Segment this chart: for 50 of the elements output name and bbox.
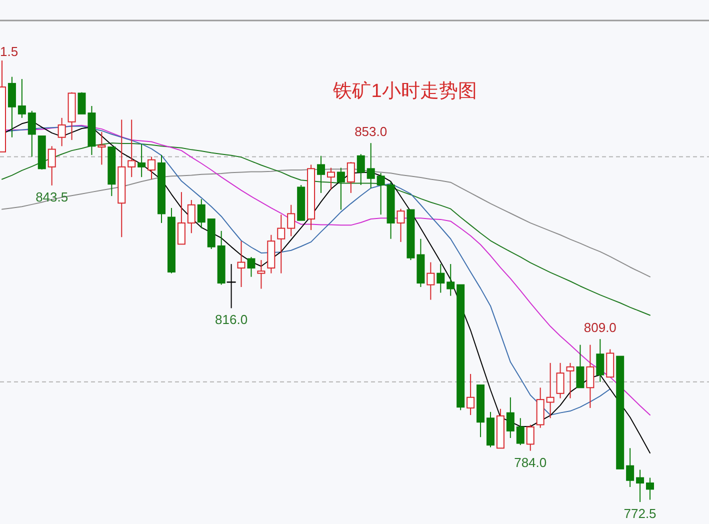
candlestick	[356, 154, 365, 186]
candlestick	[287, 204, 296, 237]
candlestick	[526, 424, 534, 452]
candlestick	[247, 256, 256, 278]
candlestick	[237, 240, 246, 288]
candlestick	[257, 260, 266, 290]
annotation: 853.0	[354, 124, 388, 140]
candlestick	[636, 469, 644, 502]
candlestick	[128, 119, 136, 178]
candlestick	[28, 110, 36, 158]
annotation: 784.0	[514, 454, 547, 470]
text: 1.5	[0, 44, 18, 59]
candlestick	[346, 162, 355, 194]
candlestick	[546, 362, 554, 419]
candlestick	[148, 156, 156, 180]
candlestick	[516, 418, 524, 446]
candlestick	[58, 117, 66, 147]
candlestick	[396, 208, 405, 242]
candlestick	[277, 214, 286, 274]
candlestick	[576, 344, 584, 388]
candlestick	[606, 348, 614, 378]
candlestick	[8, 76, 16, 138]
candlestick	[566, 362, 574, 399]
candlestick	[556, 362, 564, 399]
candlestick	[506, 396, 514, 438]
candlestick	[187, 200, 196, 234]
candlestick	[326, 167, 335, 190]
candlestick	[48, 146, 56, 186]
candlestick	[376, 172, 385, 216]
candlestick	[646, 477, 654, 500]
annotation: 809.0	[584, 320, 616, 336]
candlestick	[197, 198, 206, 229]
annotation: 843.5	[36, 189, 68, 204]
candlestick	[98, 132, 106, 166]
annotation: 772.5	[624, 506, 656, 521]
candlestick	[446, 264, 455, 296]
candlestick	[466, 373, 475, 416]
candlestick	[336, 167, 345, 210]
candlestick	[138, 143, 146, 178]
candlestick	[366, 142, 375, 189]
annotation: 816.0	[215, 312, 248, 328]
candlestick	[426, 262, 435, 300]
candlestick	[626, 448, 634, 488]
candlestick	[436, 264, 445, 294]
candlestick	[177, 192, 186, 245]
candlestick	[596, 338, 604, 382]
candlestick	[317, 155, 326, 194]
text: 铁矿1小时走势图	[332, 80, 477, 102]
candlestick	[586, 344, 594, 408]
candlestick	[18, 78, 26, 118]
